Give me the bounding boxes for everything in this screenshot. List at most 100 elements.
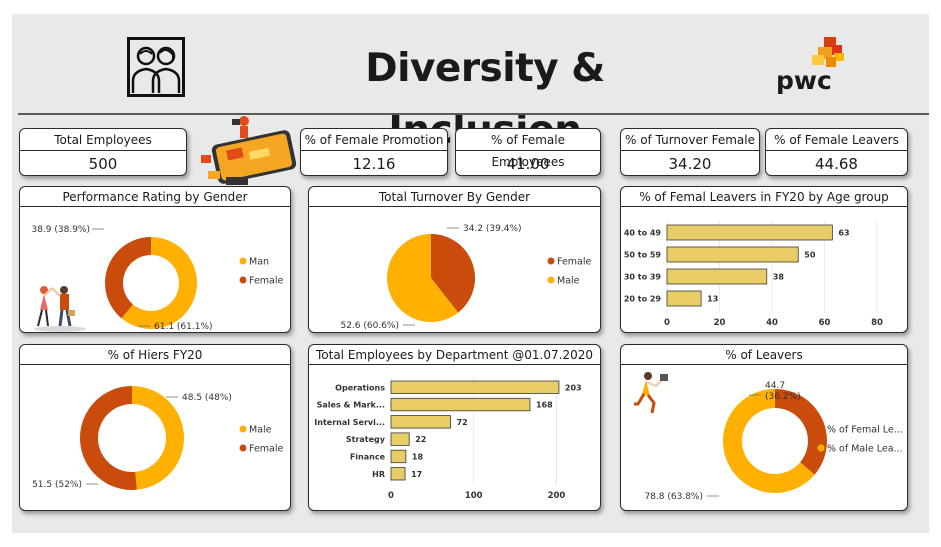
kpi-value: 44.68 (815, 155, 858, 173)
kpi-value: 41.00 (506, 155, 550, 173)
data-label: 63 (838, 229, 849, 238)
legend-label: % of Femal Le... (827, 425, 903, 436)
data-label: 203 (565, 383, 582, 392)
tick-label: 80 (871, 318, 883, 328)
category-label: Operations (335, 383, 385, 392)
legend-label: Female (249, 444, 284, 455)
data-label: 50 (804, 251, 816, 260)
data-label: 18 (412, 452, 424, 461)
bar (666, 268, 768, 285)
header-divider (18, 113, 929, 115)
legend-marker (817, 425, 825, 433)
data-label: 34.2 (39.4%) (463, 224, 522, 234)
kpi-female-promotion: % of Female Promotion 12.16 (300, 128, 448, 176)
legend-marker (817, 444, 825, 452)
tick-label: 60 (819, 318, 831, 328)
data-label: 51.5 (52%) (32, 480, 82, 490)
kpi-value: 34.20 (668, 155, 712, 173)
page-title: Diversity & Inclusion (365, 46, 605, 153)
hires-fy20-chart: 48.5 (48%) 51.5 (52%) Male Female (32, 386, 284, 490)
pie-slice (387, 234, 459, 322)
bar (390, 467, 406, 481)
chart-title: % of Femal Leavers in FY20 by Age group (621, 187, 907, 207)
phone-illustration (201, 116, 297, 185)
legend-label: % of Male Lea... (827, 444, 903, 455)
tick-label: 0 (388, 491, 394, 501)
pie-slice (431, 234, 475, 313)
pwc-wordmark: pwc (776, 66, 832, 95)
employees-by-department-chart: 0 100 200 Operations 203 Sales & Mark... 168 In… (314, 377, 582, 501)
tick-label: 100 (465, 491, 483, 501)
category-label: Internal Servi... (314, 418, 385, 427)
legend-marker (239, 257, 247, 265)
legend-marker (239, 425, 247, 433)
bar (390, 432, 410, 446)
legend-label: Female (557, 257, 592, 268)
people-icon (127, 37, 185, 97)
kpi-female-employees: % of Female Employeees 41.00 (455, 128, 601, 176)
category-label: 30 to 39 (624, 273, 662, 282)
legend-marker (239, 276, 247, 284)
pwc-logo: pwc (776, 37, 844, 95)
data-label: 38 (773, 273, 785, 282)
category-label: 40 to 49 (624, 229, 662, 238)
data-label: 48.5 (48%) (182, 393, 232, 403)
pie-slice (79, 386, 137, 490)
pie-slice (104, 237, 151, 319)
category-label: 50 to 59 (624, 251, 662, 260)
legend-marker (239, 444, 247, 452)
category-label: 20 to 29 (624, 295, 662, 304)
turnover-by-gender-chart: 34.2 (39.4%) 52.6 (60.6%) Female Male (340, 224, 592, 331)
data-label: 78.8 (63.8%) (644, 492, 703, 502)
kpi-label: % of Female Promotion (301, 129, 447, 151)
legend-label: Man (249, 257, 269, 268)
people-illustration (34, 286, 86, 332)
bar (390, 449, 407, 464)
bar (390, 380, 560, 394)
legend-label: Male (557, 276, 580, 287)
kpi-value: 500 (88, 155, 118, 173)
pie-slice (121, 237, 197, 329)
chart-title: Total Employees by Department @01.07.202… (309, 345, 600, 365)
kpi-total-employees: Total Employees 500 (19, 128, 187, 176)
kpi-female-leavers: % of Female Leavers 44.68 (765, 128, 908, 176)
bar (390, 415, 451, 429)
female-leavers-by-age-chart: 0 20 40 60 80 40 to 49 63 50 to 59 50 30 to 39 38 2… (624, 221, 883, 328)
bar (666, 224, 833, 241)
tick-label: 20 (714, 318, 726, 328)
data-label: 13 (707, 295, 718, 304)
chart-title: Performance Rating by Gender (20, 187, 290, 207)
chart-leavers: % of Leavers 44.7 (36.2%) 78.8 (63.8%) % of… (620, 344, 908, 511)
data-label: 17 (411, 470, 422, 479)
kpi-label: % of Turnover Female (621, 129, 759, 151)
bar (390, 397, 531, 412)
chart-title: Total Turnover By Gender (309, 187, 600, 207)
chart-employees-by-department: Total Employees by Department @01.07.202… (308, 344, 601, 511)
running-person-illustration (634, 372, 668, 414)
data-label: 22 (415, 435, 426, 444)
chart-hires-fy20: % of Hiers FY20 48.5 (48%) 51.5 (52%) Male… (19, 344, 291, 511)
kpi-label: % of Female Leavers (766, 129, 907, 151)
data-label: 168 (536, 401, 553, 410)
pie-slice (132, 386, 184, 490)
kpi-turnover-female: % of Turnover Female 34.20 (620, 128, 760, 176)
data-label: 38.9 (38.9%) (31, 225, 90, 235)
performance-rating-chart: 61.1 (61.1%) 38.9 (38.9%) Man Female (31, 225, 284, 332)
chart-title: % of Hiers FY20 (20, 345, 290, 365)
legend-label: Female (249, 276, 284, 287)
bar (666, 246, 799, 263)
tick-label: 40 (766, 318, 778, 328)
chart-title: % of Leavers (621, 345, 907, 365)
chart-female-leavers-by-age: % of Femal Leavers in FY20 by Age group … (620, 186, 908, 333)
data-label: (36.2%) (765, 392, 801, 402)
legend-label: Male (249, 425, 272, 436)
leavers-chart: 44.7(36.2%) 78.8 (63.8%) % of Femal Le...%… (644, 381, 903, 502)
chart-turnover-by-gender: Total Turnover By Gender 34.2 (39.4%) 52.… (308, 186, 601, 333)
kpi-label: % of Female Employeees (456, 129, 600, 169)
tick-label: 200 (548, 491, 566, 501)
kpi-value: 12.16 (352, 155, 396, 173)
data-label: 44.7 (765, 381, 785, 391)
category-label: Finance (350, 452, 386, 461)
pie-slice (723, 389, 815, 493)
category-label: Strategy (346, 435, 386, 444)
